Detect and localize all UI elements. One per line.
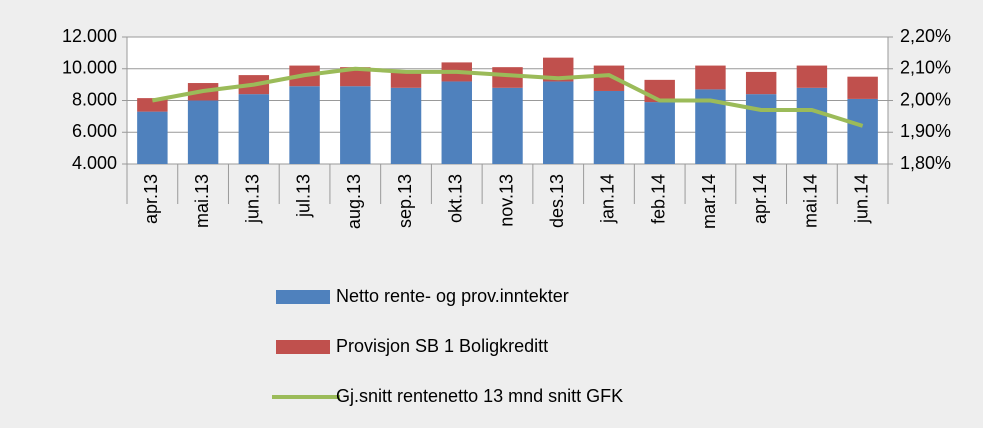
x-tick-label: aug.13 xyxy=(344,174,364,229)
bar xyxy=(441,81,472,164)
y-tick-label: 6.000 xyxy=(72,121,117,141)
x-tick-label: jan.14 xyxy=(598,174,618,224)
bar xyxy=(390,87,422,164)
x-tick-label: feb.14 xyxy=(648,174,668,224)
line xyxy=(151,66,864,128)
x-tick-label: des.13 xyxy=(547,174,567,228)
x-tick-label: okt.13 xyxy=(446,174,466,223)
y2-tick-label: 2,00% xyxy=(900,89,951,109)
legend-label: Provisjon SB 1 Boligkreditt xyxy=(336,336,548,356)
bar xyxy=(340,86,371,164)
y-tick-label: 10.000 xyxy=(62,58,117,78)
x-tick-label: jun.14 xyxy=(851,174,871,224)
x-tick-label: mai.13 xyxy=(192,174,212,228)
bar xyxy=(187,100,219,164)
bar xyxy=(847,76,878,99)
x-tick-label: sep.13 xyxy=(395,174,415,228)
bar xyxy=(745,94,777,164)
y2-tick-label: 2,20% xyxy=(900,26,951,46)
bar xyxy=(340,67,371,87)
y2-tick-label: 1,90% xyxy=(900,121,951,141)
legend-swatch xyxy=(276,340,330,354)
x-tick-label: nov.13 xyxy=(496,174,516,227)
bar xyxy=(137,111,168,164)
bar xyxy=(847,98,878,164)
bar xyxy=(543,81,574,164)
bar xyxy=(593,90,625,164)
legend-label: Netto rente- og prov.inntekter xyxy=(336,286,569,306)
bar xyxy=(644,102,675,164)
y-tick-label: 4.000 xyxy=(72,153,117,173)
bar xyxy=(796,65,828,88)
x-tick-label: mai.14 xyxy=(801,174,821,228)
bar xyxy=(137,98,168,112)
y2-tick-label: 2,10% xyxy=(900,58,951,78)
x-tick-label: jul.13 xyxy=(293,174,313,218)
bar xyxy=(543,57,574,82)
x-tick-label: apr.14 xyxy=(750,174,770,224)
legend-swatch xyxy=(276,290,330,304)
bar xyxy=(238,94,270,164)
x-tick-label: jun.13 xyxy=(243,174,263,224)
bar xyxy=(289,86,320,164)
y-tick-label: 8.000 xyxy=(72,89,117,109)
legend-label: Gj.snitt rentenetto 13 mnd snitt GFK xyxy=(336,386,623,406)
bar xyxy=(796,87,828,164)
bar xyxy=(492,67,523,88)
y2-tick-label: 1,80% xyxy=(900,153,951,173)
bar xyxy=(745,71,777,95)
bar xyxy=(390,70,422,88)
y-tick-label: 12.000 xyxy=(62,26,117,46)
x-tick-label: apr.13 xyxy=(141,174,161,224)
bar xyxy=(492,87,523,164)
bar xyxy=(695,65,726,90)
x-tick-label: mar.14 xyxy=(699,174,719,229)
